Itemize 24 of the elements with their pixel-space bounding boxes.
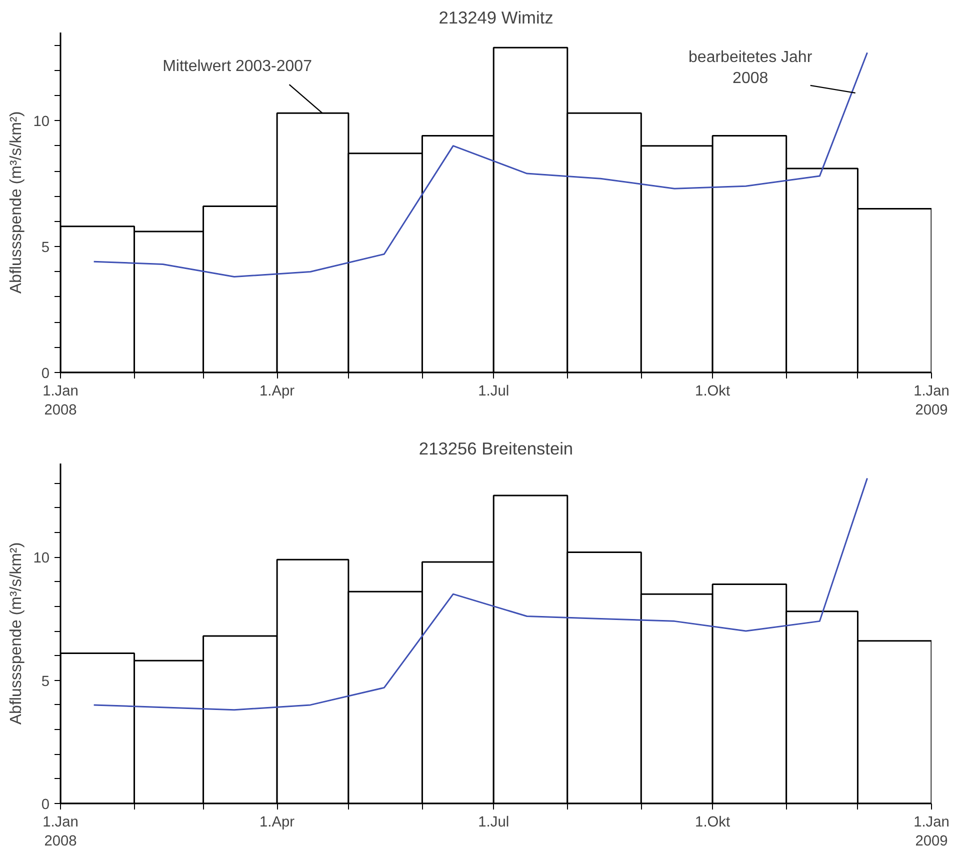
- y-tick-label: 0: [41, 366, 50, 382]
- x-tick-label: 1.Jan 2008: [42, 384, 78, 419]
- x-tick-label: 1.Jul: [478, 384, 510, 400]
- x-tick-label: 1.Jan 2008: [42, 814, 78, 850]
- y-axis-title: Abflussspende (m³/s/km²): [8, 111, 26, 294]
- annotation: Mittelwert 2003-2007: [162, 58, 312, 76]
- annotation: bearbeitetes Jahr 2008: [688, 48, 813, 87]
- x-tick-label: 1.Okt: [695, 814, 730, 830]
- chart-title: 213256 Breitenstein: [418, 438, 574, 458]
- x-tick-label: 1.Okt: [695, 384, 730, 400]
- y-tick-label: 0: [41, 797, 50, 813]
- x-tick-label: 1.Jan 2009: [914, 814, 950, 850]
- y-tick-label: 5: [41, 674, 50, 690]
- y-axis-title: Abflussspende (m³/s/km²): [8, 542, 26, 725]
- y-tick-label: 10: [33, 550, 50, 567]
- line-series: [93, 478, 868, 711]
- x-tick-label: 1.Apr: [260, 814, 295, 830]
- x-tick-label: 1.Jan 2009: [914, 384, 950, 419]
- y-tick-label: 10: [33, 114, 50, 130]
- y-tick-label: 5: [41, 240, 50, 256]
- chart-title: 213249 Wimitz: [438, 8, 554, 28]
- line-series: [93, 52, 868, 278]
- x-tick-label: 1.Jul: [478, 814, 510, 830]
- x-tick-label: 1.Apr: [260, 384, 295, 400]
